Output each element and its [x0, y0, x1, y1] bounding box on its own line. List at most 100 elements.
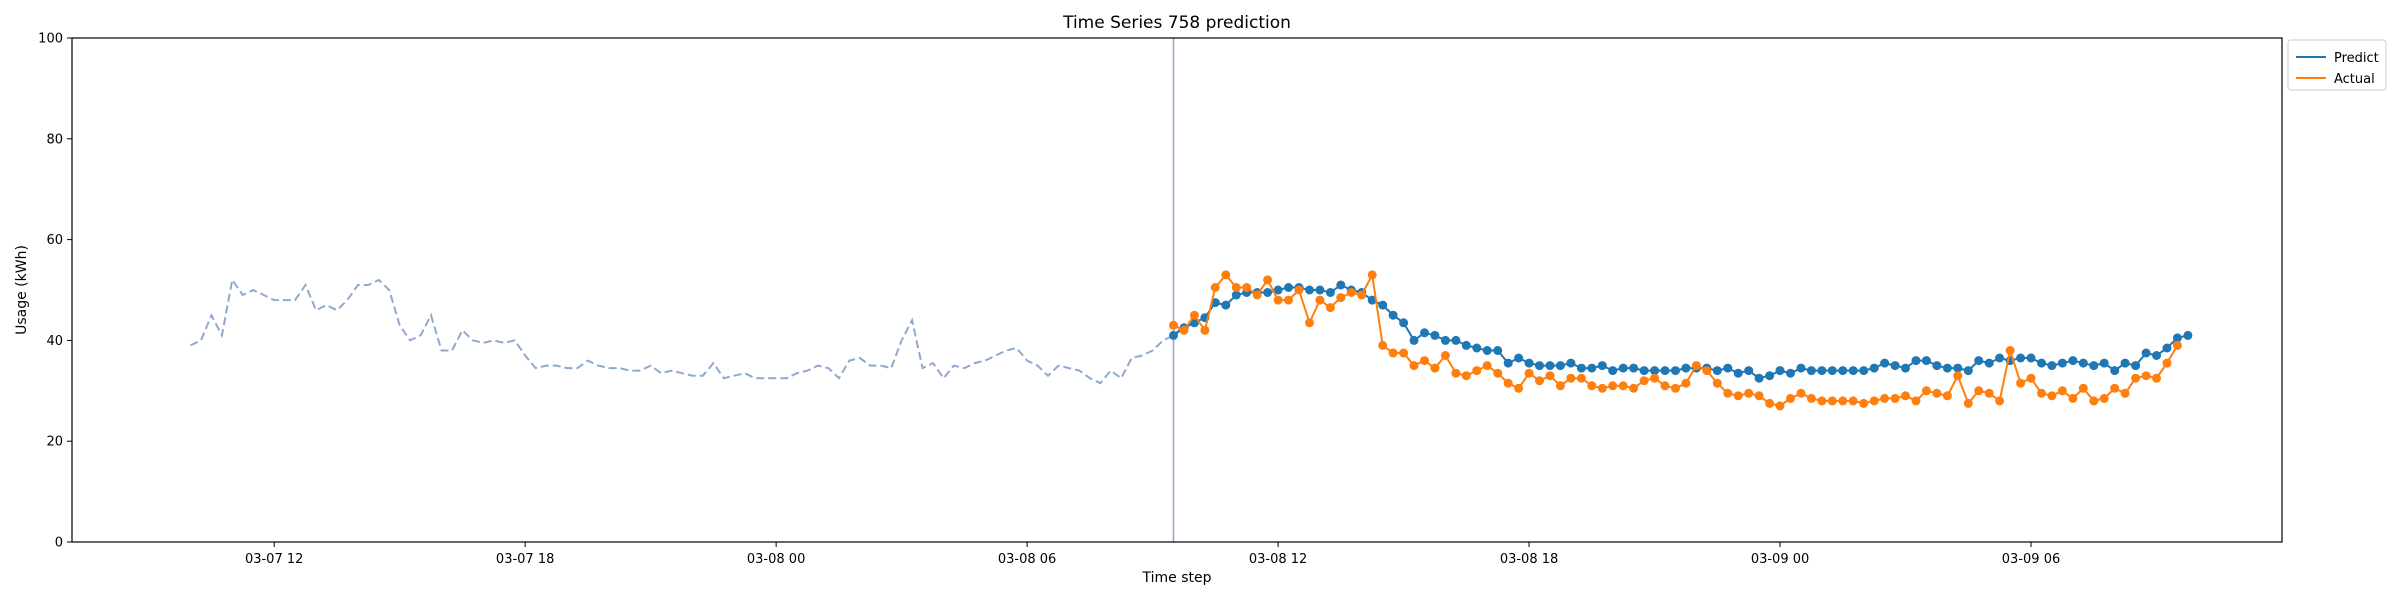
- actual-point: [1806, 393, 1816, 403]
- predict-point: [1942, 363, 1952, 373]
- predict-point: [1503, 358, 1513, 368]
- actual-point: [1252, 290, 1262, 300]
- actual-point: [1263, 275, 1273, 285]
- predict-point: [1305, 285, 1314, 295]
- actual-point: [1629, 383, 1639, 393]
- actual-point: [1901, 391, 1910, 401]
- predict-point: [2183, 330, 2193, 340]
- predict-point: [1921, 356, 1931, 366]
- predict-point: [1660, 366, 1670, 376]
- actual-point: [1921, 386, 1931, 396]
- actual-point: [1378, 340, 1388, 350]
- actual-point: [1681, 378, 1691, 388]
- actual-point: [1294, 285, 1304, 295]
- actual-point: [1932, 388, 1942, 398]
- x-tick-label: 03-08 00: [747, 552, 805, 567]
- actual-point: [1305, 318, 1314, 328]
- actual-point: [1179, 325, 1189, 335]
- actual-point: [1231, 283, 1241, 292]
- predict-point: [1639, 366, 1649, 376]
- actual-point: [1576, 373, 1586, 383]
- actual-point: [1461, 371, 1471, 381]
- predict-point: [1388, 310, 1398, 320]
- actual-point: [1210, 283, 1220, 292]
- actual-point: [2016, 378, 2026, 388]
- predict-point: [1169, 330, 1178, 340]
- predict-point: [2110, 366, 2120, 376]
- actual-point: [2172, 340, 2182, 350]
- legend: Predict Actual: [2287, 39, 2387, 91]
- predict-point: [1796, 363, 1806, 373]
- actual-point: [1942, 391, 1952, 401]
- predict-point: [2120, 358, 2130, 368]
- predict-point: [2016, 353, 2026, 363]
- predict-point: [1848, 366, 1858, 376]
- actual-point: [1535, 376, 1544, 386]
- actual-point: [2089, 396, 2099, 406]
- actual-point: [1493, 368, 1503, 378]
- actual-point: [1409, 361, 1419, 371]
- predict-point: [1440, 335, 1450, 345]
- predict-point: [1576, 363, 1586, 373]
- predict-point: [1859, 366, 1869, 376]
- actual-point: [1712, 378, 1722, 388]
- actual-point: [2068, 393, 2078, 403]
- predict-point: [1963, 366, 1973, 376]
- actual-point: [1169, 320, 1178, 330]
- actual-point: [1963, 398, 1973, 408]
- actual-point: [1786, 393, 1795, 403]
- predict-point: [1231, 290, 1241, 300]
- actual-point: [1869, 396, 1879, 406]
- actual-point: [1817, 396, 1827, 406]
- predict-point: [1629, 363, 1639, 373]
- predict-point: [1378, 300, 1388, 310]
- actual-point: [1597, 383, 1607, 393]
- actual-point: [1430, 363, 1440, 373]
- predict-point: [1671, 366, 1680, 376]
- actual-point: [2047, 391, 2057, 401]
- actual-point: [1765, 398, 1775, 408]
- y-tick-label: 60: [46, 233, 63, 248]
- predict-point: [1420, 328, 1429, 338]
- actual-point: [1691, 361, 1701, 371]
- x-tick-label: 03-07 12: [245, 552, 303, 567]
- predict-point: [2099, 358, 2109, 368]
- x-tick-label: 03-09 00: [1751, 552, 1809, 567]
- actual-point: [2120, 388, 2130, 398]
- predict-point: [1273, 285, 1283, 295]
- predict-point: [1189, 318, 1199, 328]
- predict-point: [1712, 366, 1722, 376]
- predict-point: [1880, 358, 1890, 368]
- actual-point: [2162, 358, 2172, 368]
- actual-point: [1284, 295, 1293, 305]
- actual-point: [1848, 396, 1858, 406]
- predict-point: [1911, 356, 1921, 366]
- predict-point: [2026, 353, 2036, 363]
- actual-point: [1608, 381, 1618, 391]
- predict-point: [1806, 366, 1816, 376]
- actual-point: [1242, 283, 1252, 292]
- predict-point: [2152, 351, 2161, 360]
- predict-point: [1493, 346, 1503, 355]
- predict-point: [1545, 361, 1555, 371]
- actual-point: [1545, 371, 1555, 381]
- predict-point: [1597, 361, 1607, 371]
- predict-point: [1221, 300, 1231, 310]
- actual-point: [1440, 351, 1450, 360]
- predict-point: [1681, 363, 1691, 373]
- actual-point: [2110, 383, 2120, 393]
- predict-point: [1869, 363, 1879, 373]
- predict-point: [2131, 361, 2141, 371]
- predict-point: [1430, 330, 1440, 340]
- actual-point: [2037, 388, 2046, 398]
- actual-point: [1482, 361, 1492, 371]
- predict-point: [1827, 366, 1837, 376]
- actual-point: [1189, 310, 1199, 320]
- predict-point: [2089, 361, 2099, 371]
- y-axis-title: Usage (kWh): [14, 245, 30, 335]
- y-tick-label: 80: [46, 132, 63, 147]
- actual-point: [1451, 368, 1461, 378]
- predict-point: [1284, 283, 1293, 292]
- predict-point: [1723, 363, 1733, 373]
